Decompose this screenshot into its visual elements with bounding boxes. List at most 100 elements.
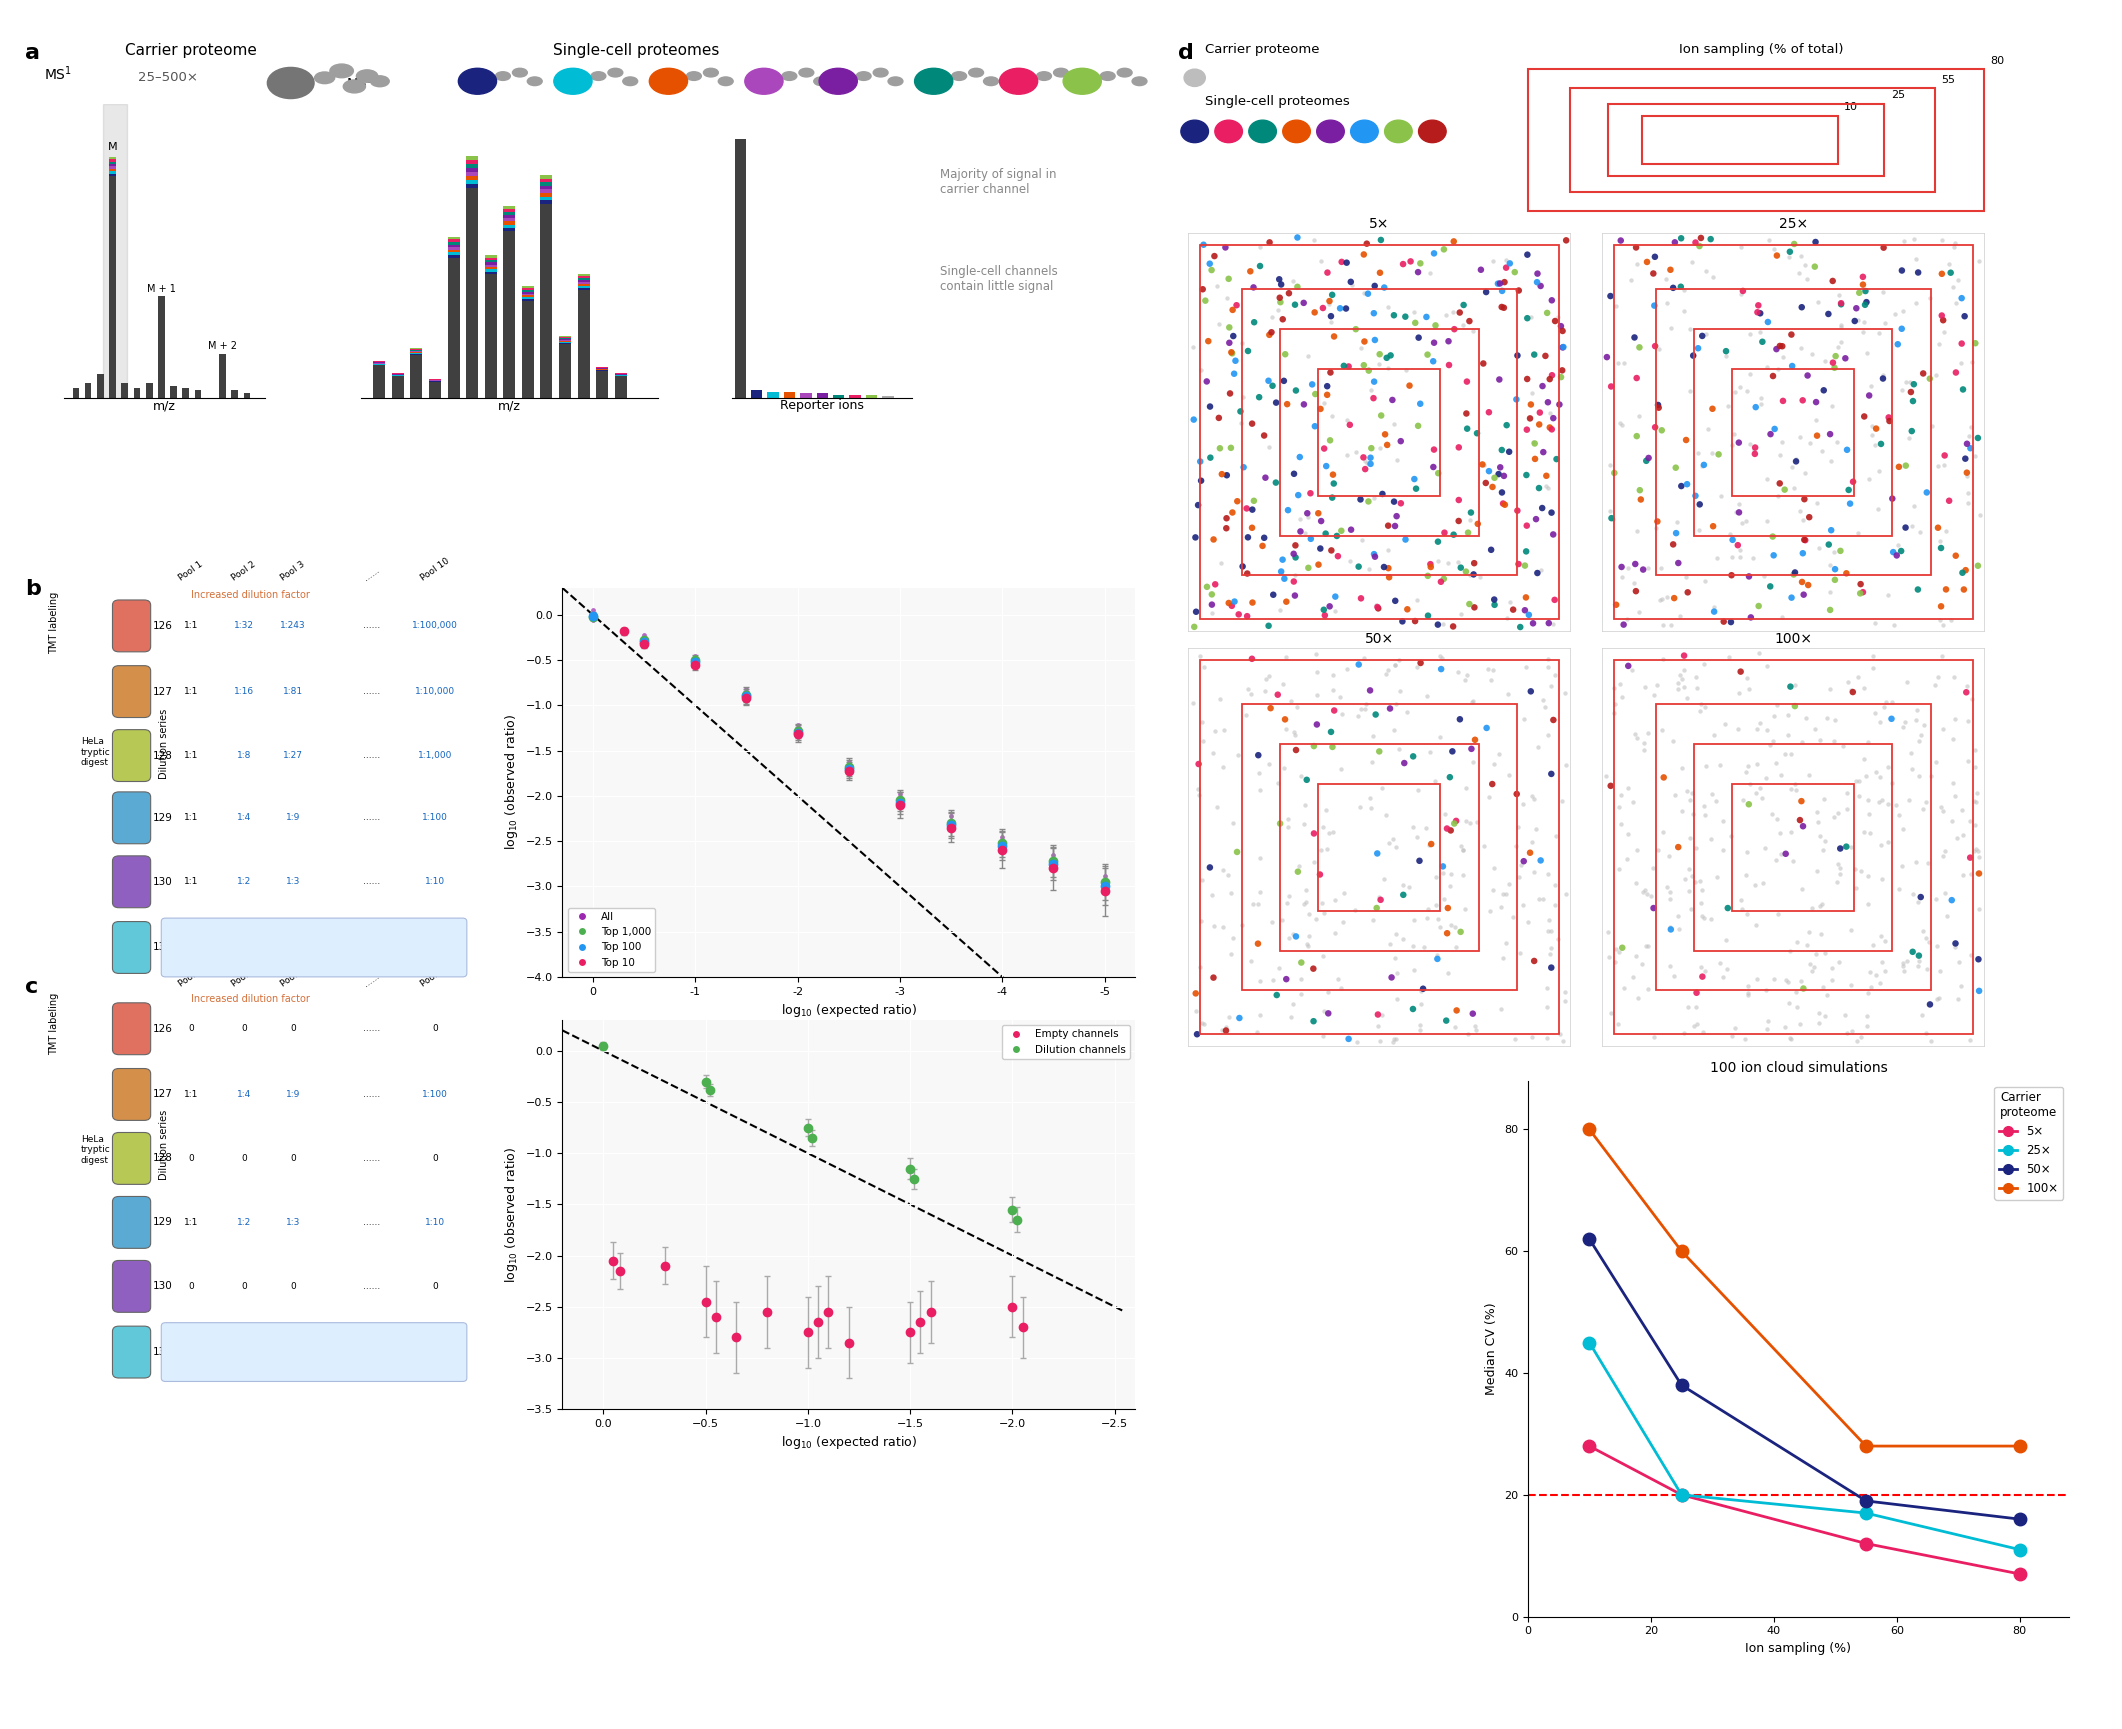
Point	[1299, 413, 1333, 441]
Point	[1848, 674, 1882, 702]
Point	[1662, 669, 1695, 697]
Point	[1736, 545, 1770, 572]
Text: Pool 2: Pool 2	[231, 967, 257, 989]
Bar	[108, 157, 117, 159]
Point	[1712, 643, 1746, 671]
Text: Majority of signal in
carrier channel: Majority of signal in carrier channel	[940, 168, 1057, 197]
Point	[1483, 270, 1517, 297]
Point	[1439, 913, 1473, 941]
Point	[1543, 391, 1577, 418]
Point	[1394, 247, 1428, 275]
Point	[1318, 598, 1352, 626]
Point	[1920, 514, 1954, 541]
Point	[1458, 593, 1492, 621]
Point	[1089, 875, 1123, 903]
Point	[1954, 413, 1988, 441]
Point	[1619, 577, 1653, 605]
Point	[1184, 866, 1218, 894]
Point	[1625, 951, 1659, 979]
Point	[1492, 681, 1526, 709]
Point	[1746, 329, 1780, 356]
Point	[1687, 451, 1721, 479]
Point	[1836, 1017, 1869, 1044]
Point	[1636, 259, 1670, 287]
Text: 1:3: 1:3	[286, 877, 299, 887]
Point	[1377, 512, 1411, 539]
Point	[1483, 892, 1517, 920]
Point	[1541, 446, 1575, 474]
Point	[1706, 609, 1740, 636]
Point	[1237, 890, 1271, 918]
Point	[985, 837, 1019, 864]
Point	[1630, 247, 1664, 275]
Point	[1398, 906, 1432, 934]
Point	[1774, 453, 1808, 481]
Point	[1549, 679, 1583, 707]
Point	[1303, 534, 1337, 562]
Point	[1850, 890, 1884, 918]
Point	[1441, 659, 1475, 686]
Point	[1602, 410, 1636, 437]
Point	[1937, 782, 1971, 809]
Text: 1:8: 1:8	[238, 750, 250, 761]
Point	[1413, 738, 1447, 766]
Point	[1604, 782, 1638, 809]
Text: 128: 128	[153, 1153, 172, 1164]
Point	[1799, 797, 1833, 825]
Point	[1386, 925, 1420, 953]
Point	[1330, 406, 1364, 434]
Point	[1927, 842, 1961, 870]
Point	[1695, 512, 1729, 539]
Point	[1787, 539, 1821, 567]
Point	[1182, 776, 1216, 804]
Point	[1782, 1010, 1816, 1037]
Point	[1594, 496, 1628, 524]
100×	[1668, 1241, 1693, 1262]
Point	[1371, 354, 1405, 382]
Point	[1233, 258, 1267, 285]
Bar	[577, 278, 590, 280]
Point	[1891, 669, 1925, 697]
Point	[1286, 391, 1320, 418]
Point	[1454, 507, 1488, 534]
Point	[1358, 539, 1392, 567]
Point	[1668, 673, 1702, 700]
Point	[1311, 835, 1345, 863]
X-axis label: Ion sampling (%): Ion sampling (%)	[1746, 1643, 1850, 1655]
Point	[1271, 496, 1305, 524]
Point	[1409, 814, 1443, 842]
Point	[1674, 896, 1708, 923]
Point	[1356, 484, 1390, 512]
Point	[1952, 707, 1986, 735]
Text: Single-cell proteomes: Single-cell proteomes	[554, 43, 719, 59]
Point	[1829, 436, 1863, 463]
Point	[1848, 762, 1882, 790]
Point	[1362, 351, 1396, 379]
Point	[1369, 420, 1403, 448]
Point	[1604, 226, 1638, 254]
Point	[1772, 721, 1806, 749]
Point	[1362, 259, 1396, 287]
Point	[1311, 820, 1345, 847]
Point	[1390, 699, 1424, 726]
Point	[1347, 446, 1381, 474]
Point	[1647, 818, 1681, 845]
Point	[1377, 716, 1411, 743]
Text: TMT labeling: TMT labeling	[49, 992, 59, 1055]
Point	[1842, 519, 1876, 546]
Point	[1806, 837, 1840, 864]
Point	[1742, 775, 1776, 802]
Bar	[448, 247, 460, 251]
Point	[1732, 972, 1766, 999]
Point	[1908, 925, 1942, 953]
Point	[1449, 660, 1483, 688]
Point	[1432, 871, 1466, 899]
Point	[1795, 339, 1829, 367]
X-axis label: m/z: m/z	[499, 399, 520, 412]
Point	[1515, 828, 1549, 856]
Point	[1339, 439, 1373, 467]
Point	[1782, 496, 1816, 524]
Point	[1959, 443, 1993, 470]
Bar	[373, 365, 386, 398]
Point	[1884, 315, 1918, 342]
